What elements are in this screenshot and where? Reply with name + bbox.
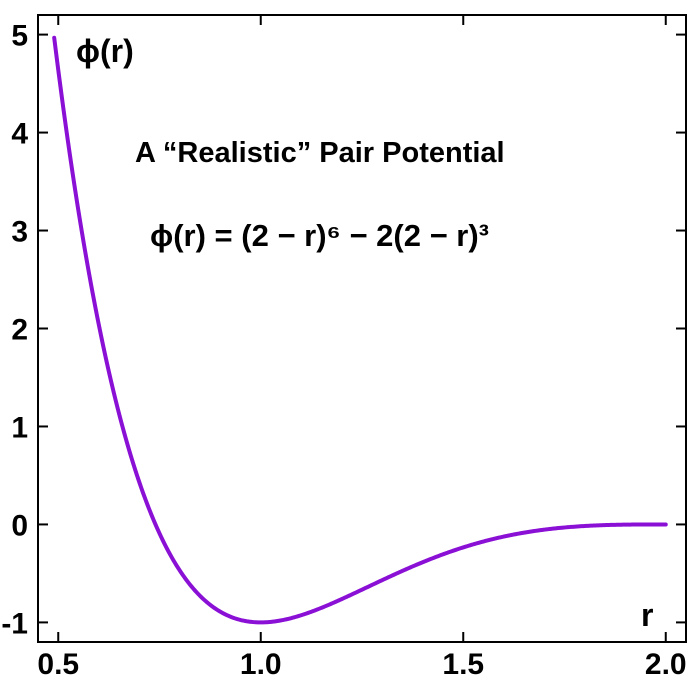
y-tick-label: 3: [11, 216, 28, 249]
x-axis-label: r: [641, 597, 653, 633]
plot-frame: [37, 14, 687, 643]
potential-curve: [52, 35, 668, 625]
y-tick-label: 0: [11, 509, 28, 542]
y-tick-label: 5: [11, 20, 28, 53]
annotation-formula: ϕ(r) = (2 − r)⁶ − 2(2 − r)³: [150, 218, 489, 253]
x-tick-label: 2.0: [645, 648, 687, 680]
x-tick-label: 0.5: [37, 648, 79, 680]
axis-ticks: [38, 15, 686, 642]
y-tick-label: -1: [1, 607, 28, 640]
y-tick-label: 2: [11, 314, 28, 347]
axis-tick-labels: 0.5 1.0 1.5 2.0 -1 0 1 2 3 4 5: [1, 20, 686, 680]
y-axis-label: ϕ(r): [76, 33, 134, 69]
y-tick-label: 1: [11, 411, 28, 444]
annotation-title: A “Realistic” Pair Potential: [135, 137, 505, 169]
x-tick-label: 1.0: [240, 648, 282, 680]
x-tick-label: 1.5: [442, 648, 484, 680]
y-tick-label: 4: [11, 118, 28, 151]
